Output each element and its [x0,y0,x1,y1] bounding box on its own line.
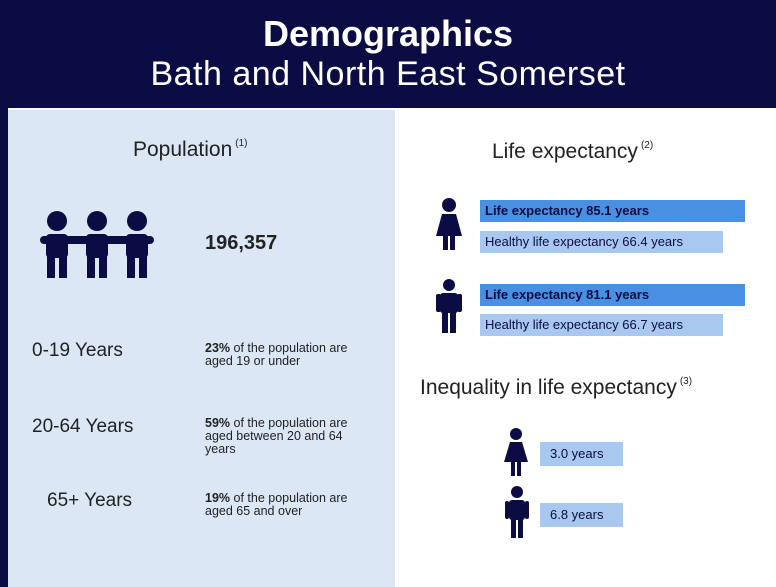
percent: 59% [205,416,231,430]
percent: 23% [205,341,231,355]
desc-text: of the population are aged 65 and over [205,491,348,518]
age-label: 0-19 Years [32,340,123,361]
note: (3) [679,376,693,387]
inequality-bar: 6.8 years [540,503,623,527]
desc-text: of the population are aged between 20 an… [205,416,348,456]
life-bar: Life expectancy 85.1 years [480,200,745,222]
desc-text: of the population are aged 19 or under [205,341,348,368]
people-icon [40,211,154,278]
healthy-bar: Healthy life expectancy 66.4 years [480,231,723,253]
female-icon [436,198,462,250]
population-heading: Population (1) [133,138,247,162]
healthy-bar: Healthy life expectancy 66.7 years [480,314,723,336]
age-desc: 23% of the population are aged 19 or und… [205,342,375,368]
population-total: 196,357 [205,232,278,254]
header: Demographics Bath and North East Somerse… [0,0,776,108]
age-label: 20-64 Years [32,416,134,437]
percent: 19% [205,491,231,505]
heading-text: Inequality in life expectancy [420,376,677,399]
title: Demographics [262,13,514,54]
heading-text: Life expectancy [492,140,638,163]
age-desc: 59% of the population are aged between 2… [205,417,375,456]
note: (2) [640,140,654,151]
border [0,108,8,587]
subtitle: Bath and North East Somerset [150,55,626,93]
life-bar: Life expectancy 81.1 years [480,284,745,306]
population-panel [8,110,395,587]
heading-text: Population [133,138,233,161]
life-heading: Life expectancy (2) [492,140,653,164]
male-icon [505,486,529,538]
female-icon [504,428,528,476]
age-desc: 19% of the population are aged 65 and ov… [205,492,375,518]
note: (1) [235,138,248,149]
inequality-bar: 3.0 years [540,442,623,466]
male-icon [436,279,462,333]
inequality-heading: Inequality in life expectancy (3) [420,376,692,400]
age-label: 65+ Years [47,490,133,511]
